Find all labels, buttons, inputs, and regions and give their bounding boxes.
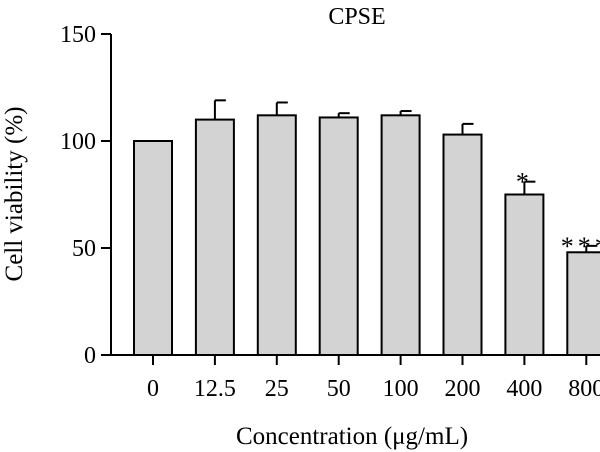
y-tick-label: 100 bbox=[60, 129, 96, 155]
x-tick-label: 800 bbox=[568, 376, 600, 402]
bar bbox=[566, 251, 600, 356]
x-tick-label: 200 bbox=[445, 376, 481, 402]
significance-marker: *** bbox=[561, 232, 600, 261]
bar bbox=[194, 118, 235, 356]
x-tick-label: 12.5 bbox=[194, 376, 236, 402]
y-tick-label: 150 bbox=[60, 22, 96, 48]
bar bbox=[256, 114, 297, 356]
y-tick-label: 0 bbox=[84, 343, 96, 369]
y-tick-label: 50 bbox=[72, 236, 96, 262]
x-tick-label: 50 bbox=[327, 376, 351, 402]
bar bbox=[504, 193, 545, 356]
bar bbox=[442, 133, 483, 356]
x-axis-title: Concentration (μg/mL) bbox=[236, 423, 468, 450]
bar bbox=[318, 116, 359, 356]
x-tick-label: 100 bbox=[383, 376, 419, 402]
y-axis-title: Cell viability (%) bbox=[1, 107, 28, 282]
bar bbox=[380, 114, 421, 356]
x-tick-label: 0 bbox=[147, 376, 159, 402]
x-axis-ticks: 0 12.5 25 50 100 200 400 800 bbox=[147, 355, 600, 402]
bar bbox=[133, 140, 173, 356]
x-tick-label: 25 bbox=[265, 376, 289, 402]
chart-title: CPSE bbox=[328, 4, 385, 30]
x-tick-label: 400 bbox=[506, 376, 542, 402]
bars-group: **** bbox=[133, 99, 600, 356]
significance-marker: * bbox=[516, 168, 533, 197]
y-axis-ticks: 0 50 100 150 bbox=[60, 22, 111, 369]
